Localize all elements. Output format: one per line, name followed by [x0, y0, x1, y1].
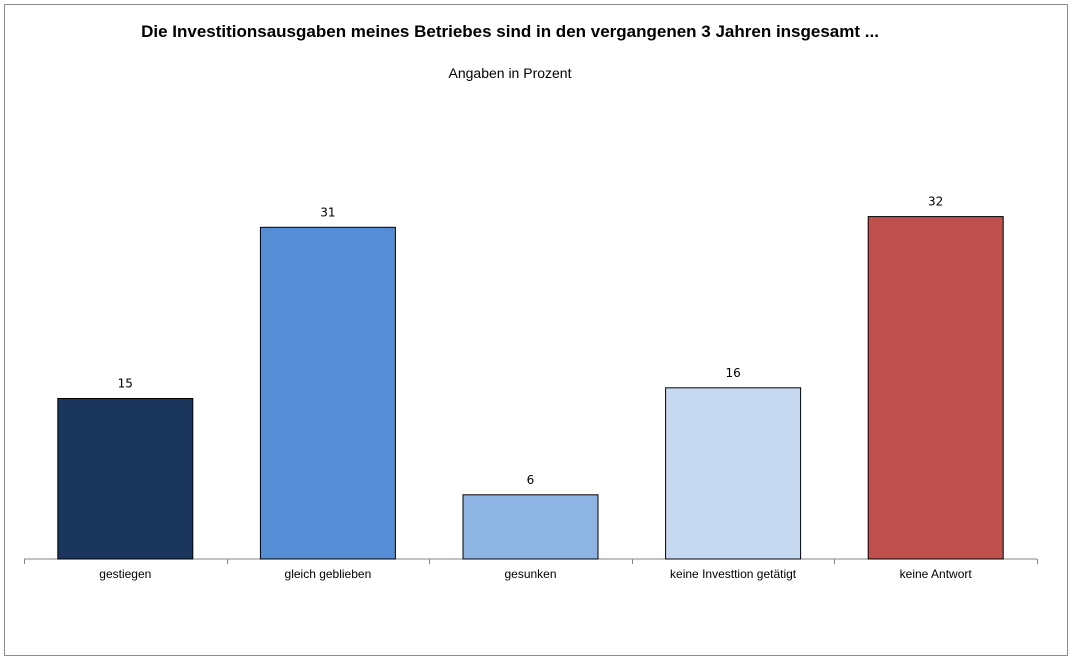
data-label: 32 — [928, 195, 943, 209]
category-label: keine Antwort — [900, 567, 973, 581]
bar-5 — [867, 216, 1004, 560]
category-label: gestiegen — [99, 567, 151, 581]
data-label: 15 — [118, 377, 133, 391]
category-label: keine Investtion getätigt — [670, 567, 797, 581]
data-label: 16 — [725, 366, 740, 380]
bar-3 — [462, 494, 599, 560]
data-label: 6 — [527, 473, 535, 487]
bar-1 — [57, 398, 194, 560]
category-label: gesunken — [504, 567, 556, 581]
chart-title: Die Investitionsausgaben meines Betriebe… — [141, 22, 879, 41]
data-label: 31 — [320, 205, 335, 219]
category-label: gleich geblieben — [285, 567, 372, 581]
bar-4 — [665, 387, 802, 560]
chart-subtitle: Angaben in Prozent — [448, 65, 572, 81]
bar-2 — [259, 226, 396, 560]
